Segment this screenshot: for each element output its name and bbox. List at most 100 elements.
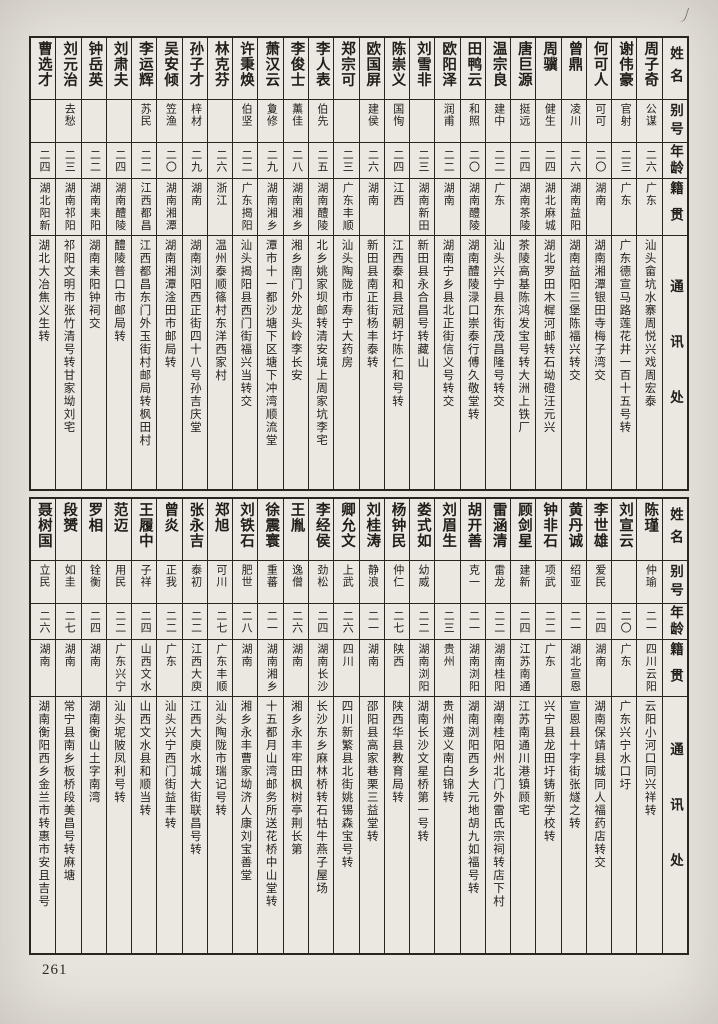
person-alias: 子祥 — [139, 564, 152, 588]
person-name-cell: 萧汉云 — [258, 38, 283, 100]
person-age-cell: 二二 — [435, 143, 460, 179]
person-native: 湖北麻城 — [543, 182, 556, 232]
person-native-cell: 湖南长沙 — [309, 640, 334, 697]
person-name: 谢伟豪 — [616, 41, 633, 88]
person-address-cell: 江西大庾水城大街联昌号转 — [183, 697, 207, 953]
header-column: 姓名 别号 年龄 籍贯 通讯处 — [662, 38, 687, 489]
person-column: 罗相 铨衡 二四 湖南 湖南衡山土字南湾 — [81, 499, 107, 953]
person-column: 唐巨源 挺远 二四 湖南茶陵 茶陵高基陈鸿发宝号转大洲上铁厂 — [511, 38, 537, 489]
person-alias-cell: 爱民 — [586, 561, 612, 604]
person-age-cell: 二六 — [561, 143, 586, 179]
header-label: 籍贯 — [667, 180, 683, 234]
person-name-cell: 陈瑾 — [637, 499, 662, 561]
person-name: 曹选才 — [35, 41, 52, 88]
person-column: 欧国屏 建侯 二六 湖南 新田县南正街杨丰泰转 — [359, 38, 385, 489]
person-address-cell: 云阳小河口同兴祥转 — [637, 697, 661, 953]
person-address-cell: 江西泰和县冠朝圩陈仁和号转 — [385, 236, 409, 489]
person-name: 曾炎 — [162, 502, 179, 533]
person-address: 贵州遵义南白锦转 — [441, 700, 454, 804]
person-age: 二二 — [88, 148, 101, 173]
person-native-cell: 广东 — [485, 179, 511, 236]
person-name: 何可人 — [591, 41, 608, 88]
header-cell: 籍贯 — [662, 640, 687, 697]
person-native: 广东 — [492, 182, 505, 207]
person-name-cell: 刘眉生 — [435, 499, 460, 561]
header-label: 年龄 — [667, 605, 683, 638]
person-native: 山西文水 — [139, 643, 152, 693]
person-age-cell: 二四 — [81, 604, 106, 640]
person-address: 温州泰顺篠村东洋西家村 — [214, 239, 227, 382]
person-native-cell: 湖南耒阳 — [81, 179, 106, 236]
person-name: 王履中 — [136, 502, 153, 549]
person-alias-cell — [435, 561, 460, 604]
person-alias-cell: 子祥 — [132, 561, 157, 604]
directory-table-top: 姓名 别号 年龄 籍贯 通讯处 周子奇 公谋 二六 广东 汕头畲坑水寨周悦兴戏周宏泰 谢伟豪 官射 二三… — [29, 36, 689, 491]
person-age: 二二 — [492, 609, 505, 634]
person-name: 许秉焕 — [237, 41, 254, 88]
person-name-cell: 卿允文 — [334, 499, 359, 561]
person-name-cell: 李俊士 — [283, 38, 309, 100]
person-name: 林克芬 — [212, 41, 229, 88]
person-column: 周骥 健生 二四 湖北麻城 湖北罗田木樨河邮转石坳磴汪元兴 — [536, 38, 562, 489]
person-name: 陈瑾 — [642, 502, 659, 533]
person-name: 李俊士 — [288, 41, 305, 88]
person-age: 二二 — [416, 609, 429, 634]
person-address: 湖南长沙文星桥第一号转 — [416, 700, 429, 843]
person-address: 常宁县南乡板桥段美昌号转麻塘 — [62, 700, 75, 882]
person-alias: 和照 — [467, 103, 480, 127]
person-address-cell: 湖南宁乡县北正街信义号转交 — [435, 236, 459, 489]
person-name-cell: 曹选才 — [31, 38, 56, 100]
person-native-cell: 江西都昌 — [132, 179, 157, 236]
person-name: 范迈 — [111, 502, 128, 533]
person-alias-cell: 劲松 — [309, 561, 334, 604]
person-name-cell: 许秉焕 — [233, 38, 258, 100]
scan-artifact — [673, 4, 690, 24]
person-column: 曾炎 正我 二二 广东 汕头兴宁西门街益丰转 — [157, 499, 183, 953]
person-name: 唐巨源 — [515, 41, 532, 88]
person-address: 湖南衡阳西乡金兰市转惠市安且吉号 — [37, 700, 50, 908]
person-address-cell: 潭市十一都沙塘下区塘下冲湾顺流堂 — [258, 236, 282, 489]
person-name-cell: 郑宗可 — [334, 38, 359, 100]
person-name-cell: 雷涵清 — [485, 499, 511, 561]
person-native: 湖南长沙 — [315, 643, 328, 693]
person-age-cell: 二四 — [511, 604, 536, 640]
person-native-cell: 湖南 — [31, 640, 56, 697]
person-address: 新田县南正街杨丰泰转 — [365, 239, 378, 369]
person-address: 山西文水县和顺当转 — [138, 700, 151, 817]
person-alias-cell: 逸僧 — [283, 561, 309, 604]
person-address-cell: 汕头陶陇市瑞记号转 — [208, 697, 232, 953]
person-age-cell: 二九 — [182, 143, 207, 179]
person-alias-cell: 项武 — [536, 561, 561, 604]
person-age-cell: 二七 — [384, 604, 410, 640]
person-name: 田鸭云 — [465, 41, 482, 88]
person-alias: 可川 — [214, 564, 227, 588]
person-address: 湖南醴陵渌口崇泰行傅久敬堂转 — [466, 239, 479, 421]
person-age-cell: 二一 — [637, 604, 662, 640]
person-native-cell: 江苏南通 — [511, 640, 536, 697]
person-column: 田鸭云 和照 二〇 湖南醴陵 湖南醴陵渌口崇泰行傅久敬堂转 — [460, 38, 486, 489]
person-alias: 润甫 — [442, 103, 455, 127]
person-age: 二二 — [492, 148, 505, 173]
person-native-cell: 江西 — [384, 179, 410, 236]
person-name: 李人表 — [313, 41, 330, 88]
person-column: 李人表 伯先 二五 湖南醴陵 北乡姚家坝邮转清安境上周家坑李宅 — [309, 38, 335, 489]
person-alias-cell: 和照 — [460, 100, 485, 143]
header-label: 年龄 — [667, 144, 683, 177]
person-age-cell: 二四 — [132, 604, 157, 640]
person-age-cell: 二四 — [309, 604, 334, 640]
person-native: 广东 — [619, 182, 632, 207]
person-age-cell: 二四 — [384, 143, 410, 179]
person-alias: 如圭 — [63, 564, 76, 588]
person-age: 二六 — [341, 609, 354, 634]
person-address-cell: 汕头揭阳县西门街福兴当转交 — [233, 236, 257, 489]
person-name: 萧汉云 — [263, 41, 280, 88]
person-address-cell: 陕西华县教育局转 — [385, 697, 409, 953]
person-age-cell: 二〇 — [612, 604, 637, 640]
person-alias: 铨衡 — [88, 564, 101, 588]
person-column: 杨钟民 仲仁 二七 陕西 陕西华县教育局转 — [384, 499, 411, 953]
person-address: 茶陵高基陈鸿发宝号转大洲上铁厂 — [517, 239, 530, 434]
person-native: 广东 — [164, 643, 177, 668]
person-alias-cell: 可川 — [207, 561, 233, 604]
person-age: 二六 — [644, 148, 657, 173]
person-alias-cell: 凌川 — [561, 100, 586, 143]
